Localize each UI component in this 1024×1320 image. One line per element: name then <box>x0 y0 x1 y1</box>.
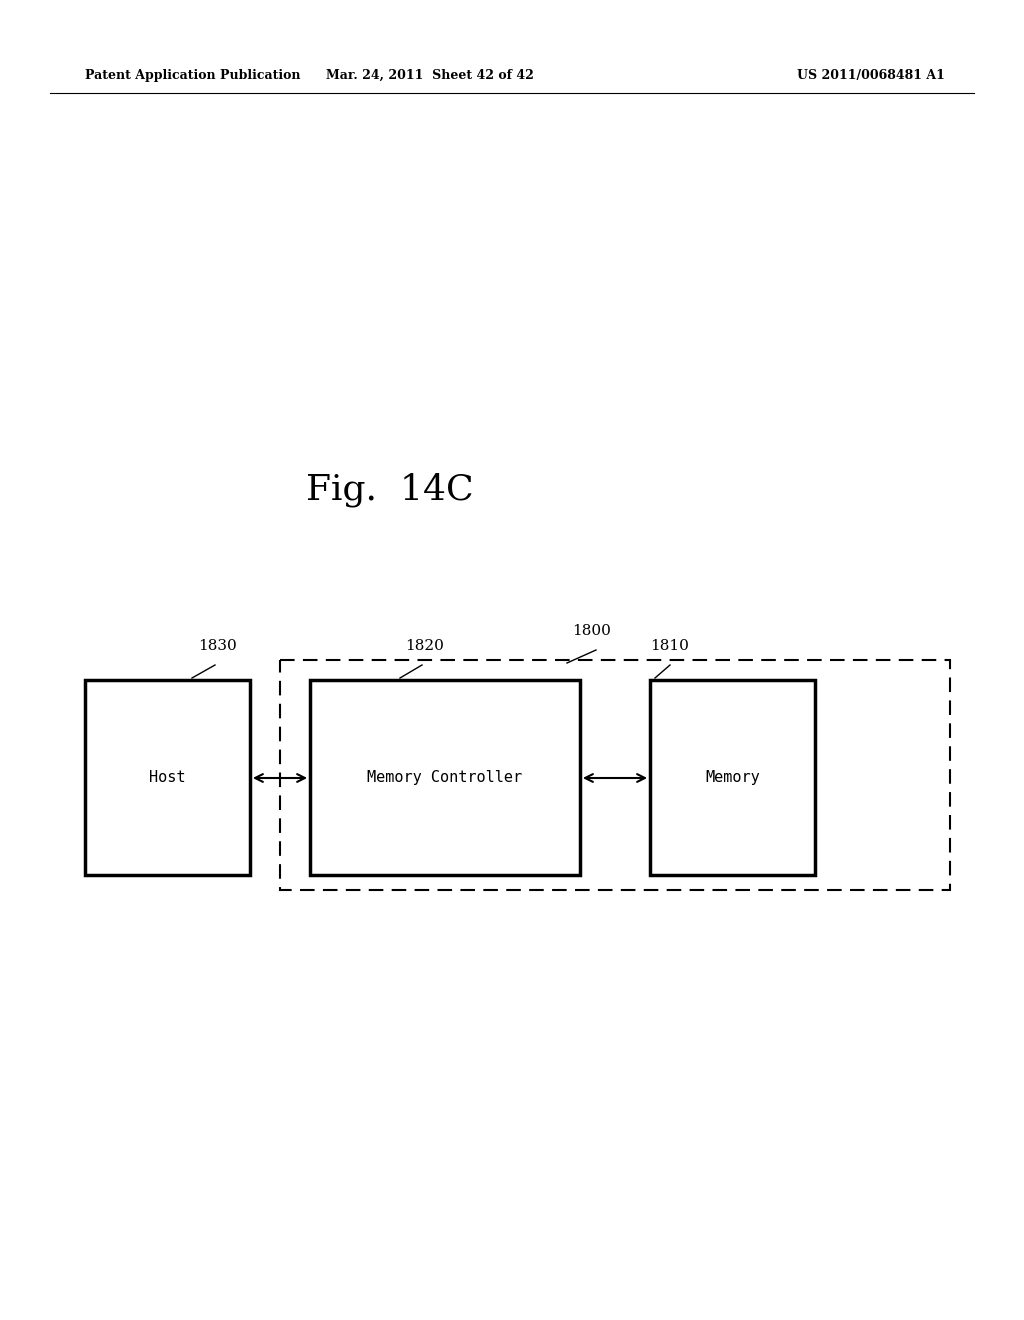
Text: Patent Application Publication: Patent Application Publication <box>85 69 300 82</box>
Text: 1830: 1830 <box>199 639 238 653</box>
Text: Mar. 24, 2011  Sheet 42 of 42: Mar. 24, 2011 Sheet 42 of 42 <box>326 69 534 82</box>
Text: 1820: 1820 <box>406 639 444 653</box>
Bar <box>280 660 950 890</box>
Text: Fig.  14C: Fig. 14C <box>306 473 474 507</box>
Text: 1800: 1800 <box>572 624 611 638</box>
Bar <box>310 680 580 875</box>
Bar <box>650 680 815 875</box>
Text: 1810: 1810 <box>650 639 689 653</box>
Text: Memory Controller: Memory Controller <box>368 770 522 785</box>
Text: US 2011/0068481 A1: US 2011/0068481 A1 <box>797 69 945 82</box>
Bar <box>85 680 250 875</box>
Text: Host: Host <box>150 770 185 785</box>
Text: Memory: Memory <box>706 770 760 785</box>
